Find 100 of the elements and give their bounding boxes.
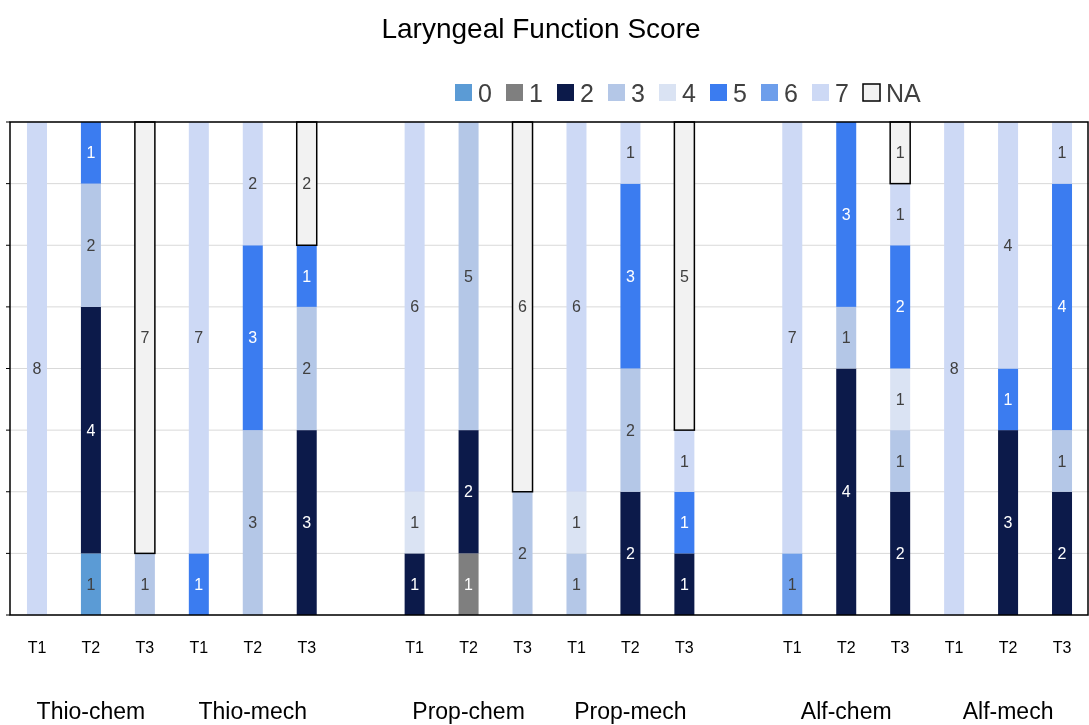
data-label: 1 xyxy=(895,452,905,470)
bar xyxy=(782,122,803,554)
data-label: 1 xyxy=(1057,144,1067,162)
bar xyxy=(80,553,101,615)
data-label: 6 xyxy=(410,298,420,316)
x-tick-label: T2 xyxy=(836,638,856,656)
data-label: 2 xyxy=(1057,544,1067,562)
bar xyxy=(134,553,155,615)
data-label: 3 xyxy=(841,206,851,224)
data-label: 3 xyxy=(302,514,312,532)
data-label: 1 xyxy=(895,390,905,408)
data-label: 1 xyxy=(679,452,689,470)
data-label: 3 xyxy=(248,329,258,347)
data-label: 2 xyxy=(86,236,96,254)
bar xyxy=(404,553,425,615)
data-label: 2 xyxy=(302,360,312,378)
data-label: 1 xyxy=(410,575,420,593)
bar xyxy=(512,491,533,615)
x-tick-label: T3 xyxy=(675,638,694,656)
bar xyxy=(458,553,479,615)
text: Alf-chem xyxy=(800,698,892,725)
bar xyxy=(890,430,911,492)
data-label: 8 xyxy=(32,360,42,378)
bar xyxy=(242,122,263,246)
bar xyxy=(674,553,695,615)
bar xyxy=(296,306,317,431)
bar xyxy=(620,183,641,369)
data-label: 1 xyxy=(86,575,96,593)
bar xyxy=(836,368,857,615)
text: Alf-mech xyxy=(962,698,1054,725)
x-tick-label: T2 xyxy=(998,638,1018,656)
bar xyxy=(296,430,317,615)
data-label: 1 xyxy=(1003,390,1013,408)
bar xyxy=(242,430,263,615)
legend-label: NA xyxy=(886,78,922,107)
bar xyxy=(620,122,641,184)
bar xyxy=(1052,491,1073,615)
data-label: 1 xyxy=(302,267,312,285)
bar xyxy=(1052,122,1073,184)
legend-label: 1 xyxy=(529,78,543,107)
bar xyxy=(80,183,101,307)
bar xyxy=(80,122,101,184)
x-tick-label: T1 xyxy=(27,638,47,656)
bar xyxy=(188,553,209,615)
bar xyxy=(296,245,317,307)
bar xyxy=(620,368,641,492)
data-label: 7 xyxy=(140,329,150,347)
data-label: 2 xyxy=(625,544,635,562)
bar xyxy=(998,122,1019,369)
x-tick-label: T3 xyxy=(135,638,155,656)
data-label: 1 xyxy=(679,514,689,532)
text: Prop-chem xyxy=(412,698,525,725)
legend-label: 2 xyxy=(580,78,594,107)
text: Thio-chem xyxy=(36,698,146,725)
x-tick-label: T1 xyxy=(944,638,964,656)
bar xyxy=(998,368,1019,431)
bar xyxy=(566,553,587,615)
bar xyxy=(188,122,209,554)
data-label: 4 xyxy=(1057,298,1067,316)
data-label: 2 xyxy=(248,175,258,193)
legend-label: 4 xyxy=(682,78,696,107)
x-tick-label: T2 xyxy=(459,638,479,656)
data-label: 5 xyxy=(464,267,474,285)
bar xyxy=(836,122,857,307)
data-label: 1 xyxy=(679,575,689,593)
bar xyxy=(836,306,857,369)
bar xyxy=(404,122,425,492)
x-tick-label: T2 xyxy=(243,638,263,656)
data-label: 1 xyxy=(572,514,582,532)
chart-title: Laryngeal Function Score xyxy=(381,13,701,44)
bar xyxy=(80,306,101,554)
data-label: 1 xyxy=(140,575,150,593)
data-label: 2 xyxy=(302,175,312,193)
data-label: 1 xyxy=(410,514,420,532)
bar xyxy=(782,553,803,615)
x-tick-label: T2 xyxy=(81,638,101,656)
bar xyxy=(566,491,587,554)
data-label: 7 xyxy=(194,329,204,347)
data-label: 1 xyxy=(572,575,582,593)
x-tick-label: T1 xyxy=(405,638,425,656)
data-label: 1 xyxy=(1057,452,1067,470)
legend-label: 6 xyxy=(784,78,798,107)
bar xyxy=(458,430,479,554)
x-tick-label: T1 xyxy=(189,638,209,656)
bar xyxy=(944,122,965,615)
data-label: 7 xyxy=(787,329,797,347)
data-label: 3 xyxy=(625,267,635,285)
x-tick-label: T2 xyxy=(621,638,640,656)
bar xyxy=(404,491,425,554)
x-tick-label: T3 xyxy=(513,638,532,656)
bar xyxy=(998,430,1019,615)
x-tick-label: T1 xyxy=(782,638,802,656)
bar xyxy=(890,245,911,369)
bar xyxy=(26,122,47,615)
bar xyxy=(890,491,911,615)
bar xyxy=(620,491,641,615)
bar xyxy=(566,122,587,492)
data-label: 4 xyxy=(1003,236,1013,254)
data-label: 3 xyxy=(1003,514,1013,532)
bar xyxy=(1052,183,1073,431)
